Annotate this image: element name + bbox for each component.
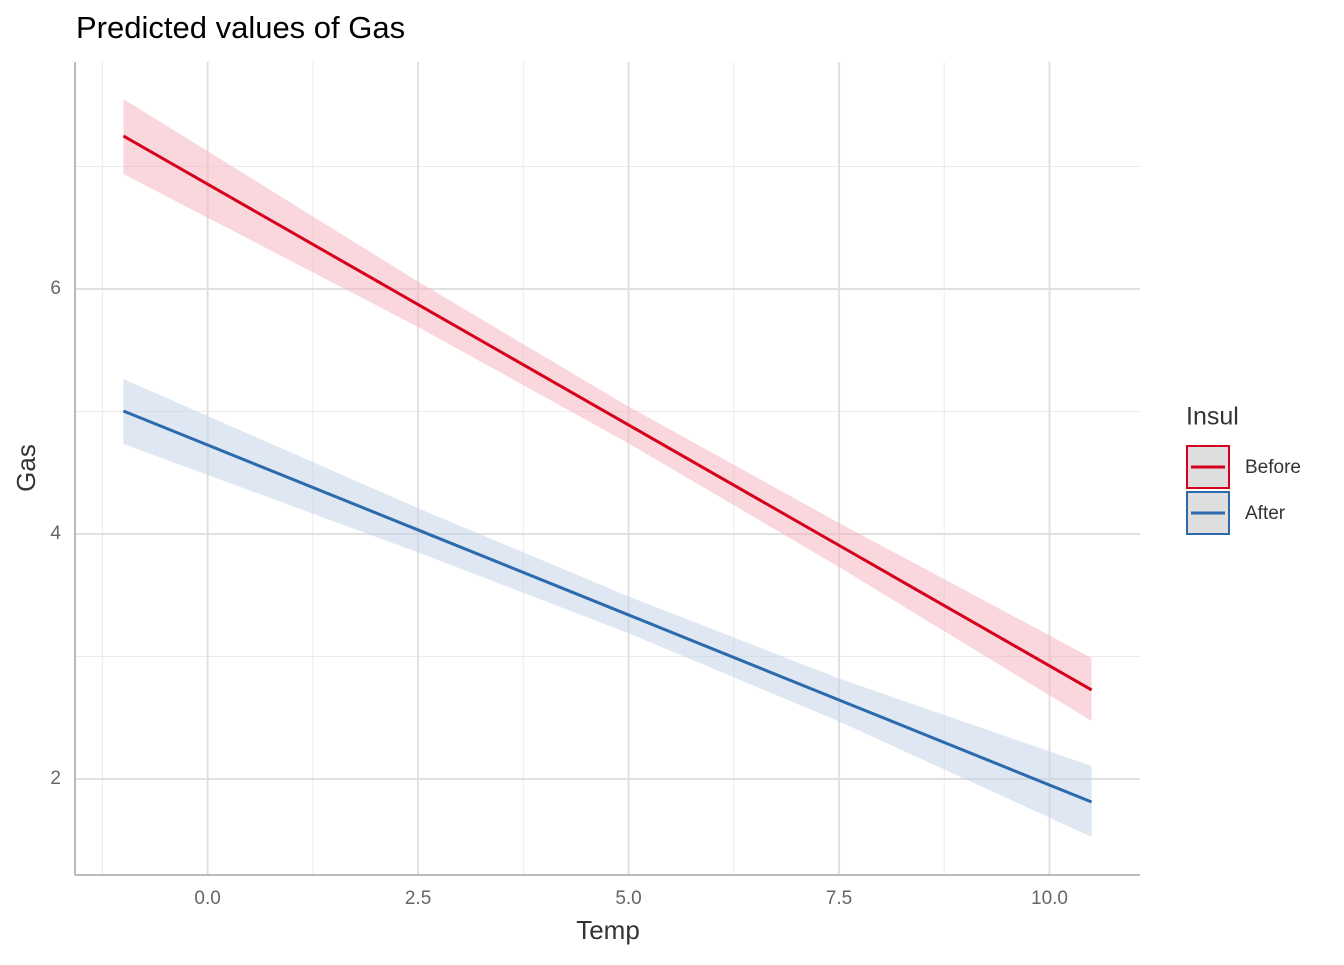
y-axis-label: Gas bbox=[11, 444, 41, 492]
x-tick-label: 10.0 bbox=[1031, 888, 1068, 909]
x-tick-label: 0.0 bbox=[194, 888, 220, 909]
x-tick-label: 5.0 bbox=[615, 888, 641, 909]
confidence-band bbox=[123, 98, 1092, 722]
chart-title: Predicted values of Gas bbox=[76, 10, 405, 45]
y-tick-label: 4 bbox=[50, 523, 61, 544]
x-tick-label: 2.5 bbox=[405, 888, 431, 909]
x-tick-label: 7.5 bbox=[826, 888, 852, 909]
y-tick-label: 2 bbox=[50, 768, 61, 789]
x-axis-label: Temp bbox=[576, 915, 640, 945]
line bbox=[122, 134, 1093, 692]
legend-title: Insul bbox=[1186, 403, 1239, 431]
y-tick-label: 6 bbox=[50, 278, 61, 299]
line bbox=[122, 409, 1093, 804]
legend-label: Before bbox=[1245, 457, 1301, 478]
legend-label: After bbox=[1245, 503, 1286, 524]
